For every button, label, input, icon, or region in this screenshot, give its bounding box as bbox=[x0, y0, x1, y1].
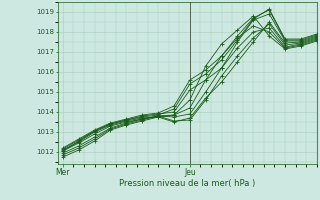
X-axis label: Pression niveau de la mer( hPa ): Pression niveau de la mer( hPa ) bbox=[119, 179, 255, 188]
